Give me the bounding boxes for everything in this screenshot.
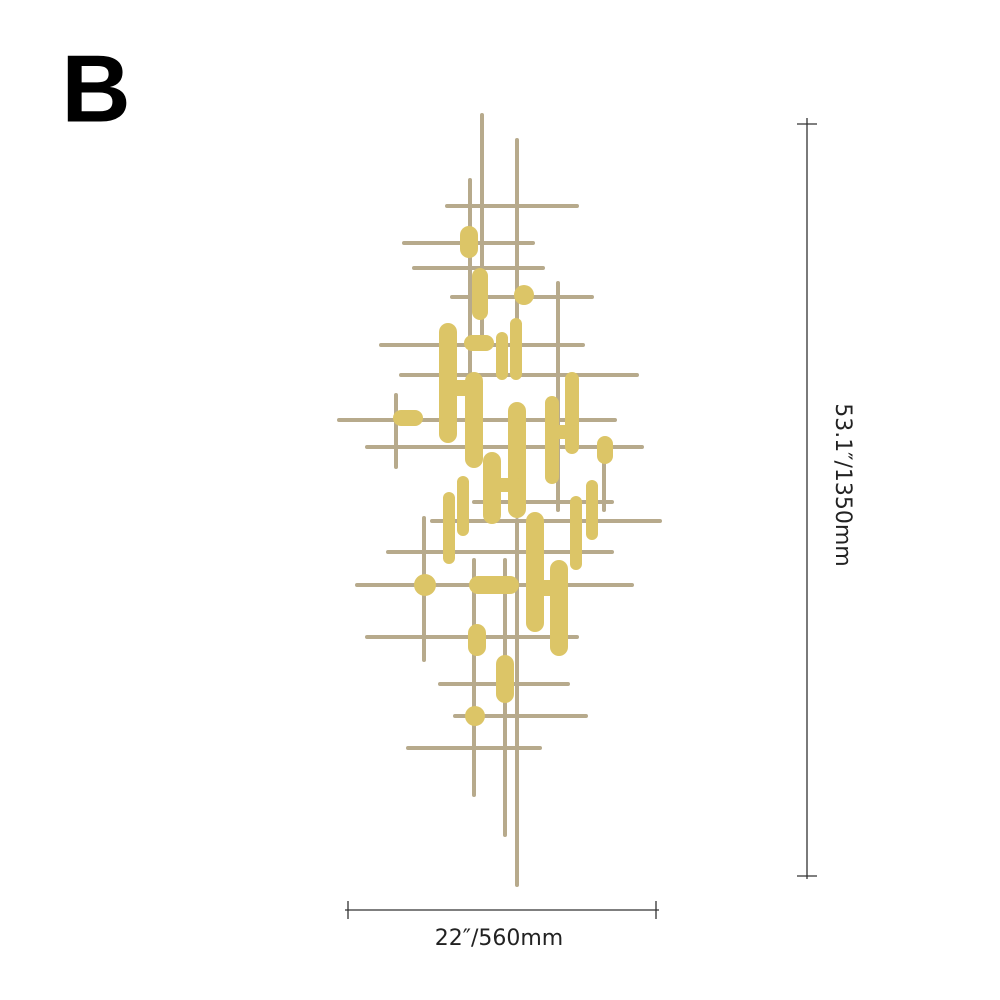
height-label: 53.1″/1350mm (830, 403, 855, 566)
height-dimension: 53.1″/1350mm (797, 118, 855, 879)
variant-label: B (61, 35, 130, 142)
width-dimension: 22″/560mm (345, 901, 659, 951)
width-label: 22″/560mm (435, 926, 563, 951)
gold-plates (393, 226, 613, 726)
wall-sculpture (337, 113, 662, 887)
